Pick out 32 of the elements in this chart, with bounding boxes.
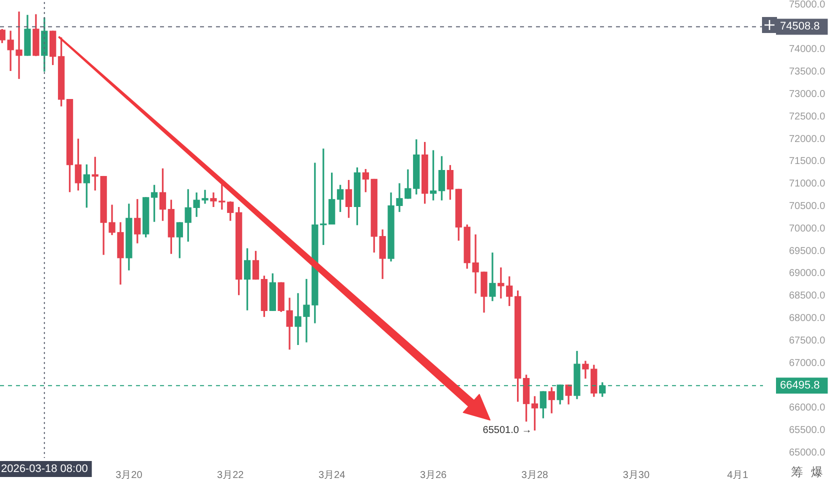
ref-line-label: 74508.8 xyxy=(780,20,820,33)
annotation: 65501.0 → xyxy=(482,424,532,436)
y-tick-label: 73500.0 xyxy=(789,66,826,78)
x-tick-label: 3月20 xyxy=(116,470,143,479)
text: 筹 xyxy=(791,465,803,479)
y-tick-label: 65000.0 xyxy=(789,447,826,458)
y-tick-label: 67000.0 xyxy=(789,358,826,369)
y-tick-label: 75000.0 xyxy=(789,0,826,10)
y-tick-label: 74000.0 xyxy=(789,44,826,56)
y-tick-label: 70500.0 xyxy=(789,201,826,212)
y-tick-label: 65500.0 xyxy=(789,424,826,436)
y-tick-label: 71000.0 xyxy=(789,178,826,190)
y-tick-label: 69000.0 xyxy=(789,268,826,280)
y-tick-label: 70000.0 xyxy=(789,223,826,234)
y-tick-label: 68000.0 xyxy=(789,312,826,324)
x-tick-label: 3月28 xyxy=(521,470,549,479)
ref-line-label: 2026-03-18 08:00 xyxy=(0,463,88,476)
y-tick-label: 73000.0 xyxy=(789,89,826,100)
y-tick-label: 72500.0 xyxy=(789,111,826,122)
ref-line-label: 66495.8 xyxy=(780,380,820,392)
y-tick-label: 72000.0 xyxy=(789,134,826,145)
x-tick-label: 4月1 xyxy=(727,470,749,479)
x-tick-label: 3月26 xyxy=(420,470,448,479)
y-tick-label: 68500.0 xyxy=(789,290,826,302)
x-tick-label: 3月24 xyxy=(318,470,346,479)
y-tick-label: 69500.0 xyxy=(789,246,826,257)
y-tick-label: 67500.0 xyxy=(789,335,826,346)
y-tick-label: 71500.0 xyxy=(789,156,826,168)
x-tick-label: 3月22 xyxy=(217,470,244,479)
text: 爆 xyxy=(811,465,823,479)
x-tick-label: 3月30 xyxy=(622,470,650,479)
y-tick-label: 66000.0 xyxy=(789,402,826,414)
